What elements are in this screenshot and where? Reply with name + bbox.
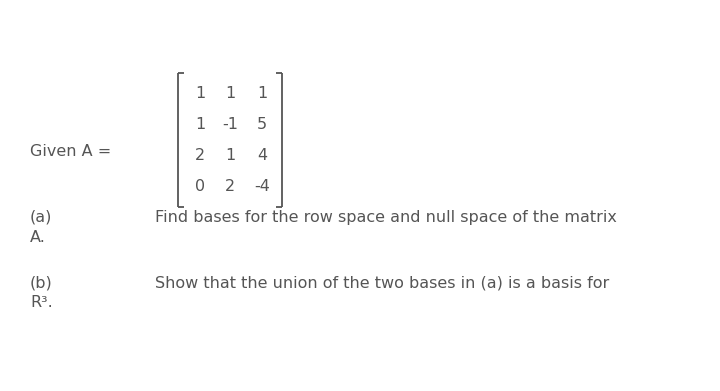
Text: -1: -1 [222,117,238,132]
Text: (b): (b) [30,275,53,290]
Text: (a): (a) [30,210,53,225]
Text: 0: 0 [195,179,205,194]
Text: 1: 1 [195,117,205,132]
Text: R³.: R³. [30,295,53,310]
Text: 1: 1 [225,86,235,101]
Text: 1: 1 [195,86,205,101]
Text: Show that the union of the two bases in (a) is a basis for: Show that the union of the two bases in … [155,275,609,290]
Text: 4: 4 [257,148,267,163]
Text: 5: 5 [257,117,267,132]
Text: 1: 1 [257,86,267,101]
Text: 2: 2 [225,179,235,194]
Text: 1: 1 [225,148,235,163]
Text: 2: 2 [195,148,205,163]
Text: Find bases for the row space and null space of the matrix: Find bases for the row space and null sp… [155,210,617,225]
Text: -4: -4 [254,179,270,194]
Text: A.: A. [30,230,46,245]
Text: Given A =: Given A = [30,145,112,160]
